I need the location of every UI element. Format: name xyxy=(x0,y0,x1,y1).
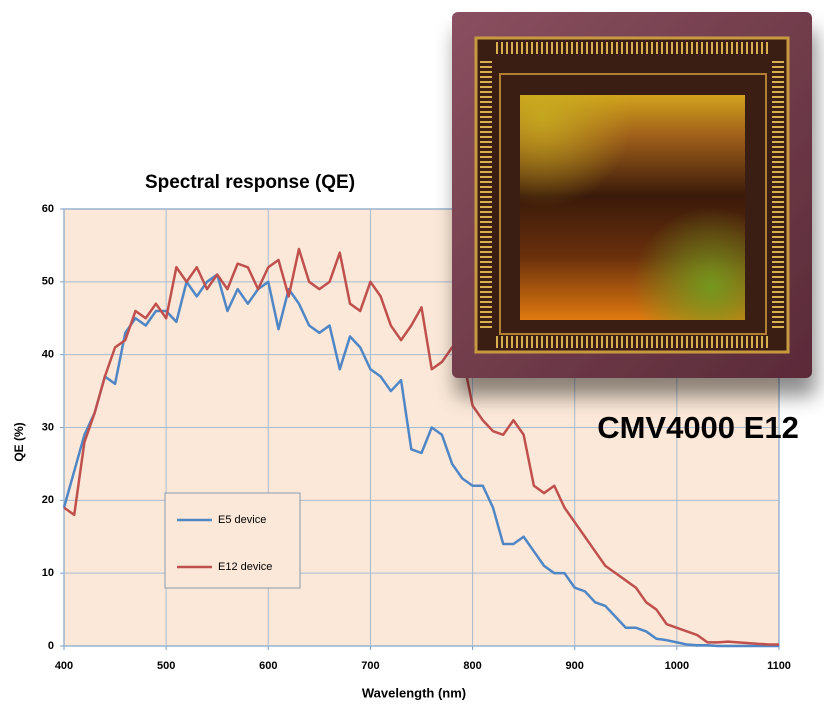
x-tick-label: 500 xyxy=(157,660,175,672)
chip-photo xyxy=(452,12,812,378)
y-tick-label: 60 xyxy=(42,203,54,215)
y-tick-label: 10 xyxy=(42,567,54,579)
y-tick-label: 0 xyxy=(48,640,54,652)
chip-pins xyxy=(494,336,770,348)
chip-pins xyxy=(494,42,770,54)
legend-label: E12 device xyxy=(218,561,272,573)
x-axis-label: Wavelength (nm) xyxy=(362,685,466,700)
x-tick-label: 1000 xyxy=(665,660,689,672)
series-line xyxy=(62,273,779,648)
chip-die-tint xyxy=(520,95,745,320)
x-tick-label: 800 xyxy=(463,660,481,672)
y-tick-label: 40 xyxy=(42,349,54,361)
chip-pins xyxy=(480,60,492,330)
y-tick-label: 30 xyxy=(42,421,54,433)
y-tick-label: 20 xyxy=(42,494,54,506)
x-tick-label: 700 xyxy=(361,660,379,672)
chart-title: Spectral response (QE) xyxy=(145,172,355,193)
chip-ring xyxy=(499,73,767,335)
x-tick-label: 1100 xyxy=(767,660,791,672)
y-axis-label: QE (%) xyxy=(12,422,26,461)
x-tick-label: 400 xyxy=(55,660,73,672)
chip-pins xyxy=(772,60,784,330)
legend-label: E5 device xyxy=(218,514,266,526)
legend-box xyxy=(164,492,301,589)
x-tick-label: 600 xyxy=(259,660,277,672)
y-tick-label: 50 xyxy=(42,276,54,288)
annotation: CMV4000 E12 xyxy=(597,410,799,445)
series-line xyxy=(63,247,779,646)
x-tick-label: 900 xyxy=(566,660,584,672)
